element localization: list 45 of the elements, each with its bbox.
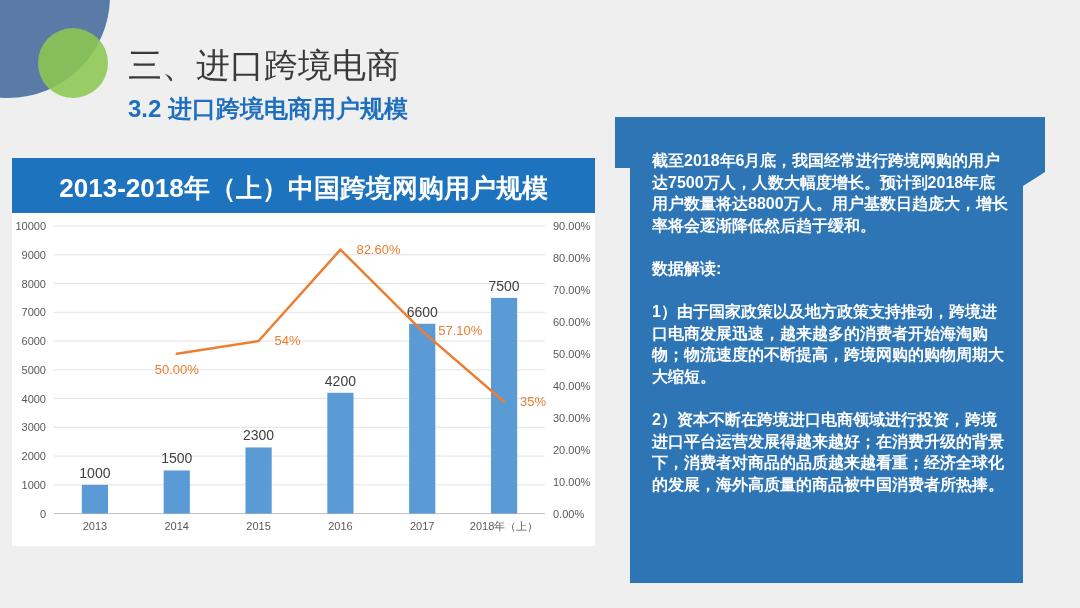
y2-tick-label: 90.00%: [553, 220, 591, 232]
y2-tick-label: 70.00%: [553, 283, 591, 296]
y-tick-label: 3000: [21, 421, 46, 434]
y-tick-label: 0: [39, 507, 46, 520]
y2-tick-label: 10.00%: [553, 475, 591, 488]
x-tick-label: 2016: [328, 520, 353, 532]
y2-tick-label: 80.00%: [553, 251, 591, 264]
annotation: 截至2018年6月底，我国经常进行跨境网购的用户达7500万人，人数大幅度增长。预计到2018年底用户数量将达8800万人。用户基数日趋庞大，增长率将会逐渐降低然后趋于缓和。: [652, 151, 1009, 236]
y2-tick-label: 40.00%: [553, 379, 591, 392]
bar-label: 4200: [324, 372, 356, 389]
x-tick-label: 2017: [410, 520, 435, 532]
y-tick-label: 8000: [21, 277, 46, 290]
y2-tick-label: 60.00%: [553, 315, 591, 328]
x-tick-label: 2014: [164, 520, 189, 532]
line-label: 57.10%: [438, 323, 483, 339]
y-tick-label: 4000: [21, 392, 46, 405]
y2-tick-label: 50.00%: [553, 347, 591, 360]
annotation: 2）资本不断在跨境进口电商领域进行投资，跨境进口平台运营发展得越来越好；在消费升级的背景下，消费者对商品的品质越来越看重；经济全球化的发展，海外高质量的商品被中国消费者所热捧。: [652, 410, 1005, 495]
line-label: 54%: [274, 333, 301, 349]
line-label: 35%: [520, 393, 547, 409]
y-tick-label: 7000: [21, 306, 46, 319]
annotation: 1）由于国家政策以及地方政策支持推动，跨境进口电商发展迅速，越来越多的消费者开始海淘购物；物流速度的不断提高，跨境网购的购物周期大大缩短。: [652, 302, 1005, 387]
x-tick-label: 2018年（上）: [469, 520, 539, 532]
line-label: 50.00%: [154, 361, 199, 377]
heading: 三、进口跨境电商: [128, 46, 400, 84]
subheading: 3.2 进口跨境电商用户规模: [128, 95, 409, 122]
y-tick-label: 2000: [21, 450, 46, 463]
x-tick-label: 2015: [246, 520, 271, 532]
bar-label: 1500: [161, 450, 193, 467]
x-tick-label: 2013: [82, 520, 108, 532]
y-tick-label: 6000: [21, 335, 46, 348]
y2-tick-label: 20.00%: [553, 443, 591, 456]
bar-label: 2300: [243, 427, 275, 444]
bar-label: 6600: [406, 303, 438, 320]
y-tick-label: 10000: [15, 220, 46, 232]
y-tick-label: 9000: [21, 248, 46, 261]
y2-tick-label: 30.00%: [553, 411, 591, 424]
y-tick-label: 1000: [21, 478, 46, 491]
bar-label: 7500: [488, 277, 520, 294]
bar-label: 1000: [79, 464, 111, 481]
y-tick-label: 5000: [21, 363, 46, 376]
y2-tick-label: 0.00%: [553, 507, 585, 520]
annotation: 数据解读:: [652, 258, 723, 279]
line-label: 82.60%: [356, 241, 401, 257]
chart-title: 2013-2018年（上）中国跨境网购用户规模: [59, 173, 548, 203]
